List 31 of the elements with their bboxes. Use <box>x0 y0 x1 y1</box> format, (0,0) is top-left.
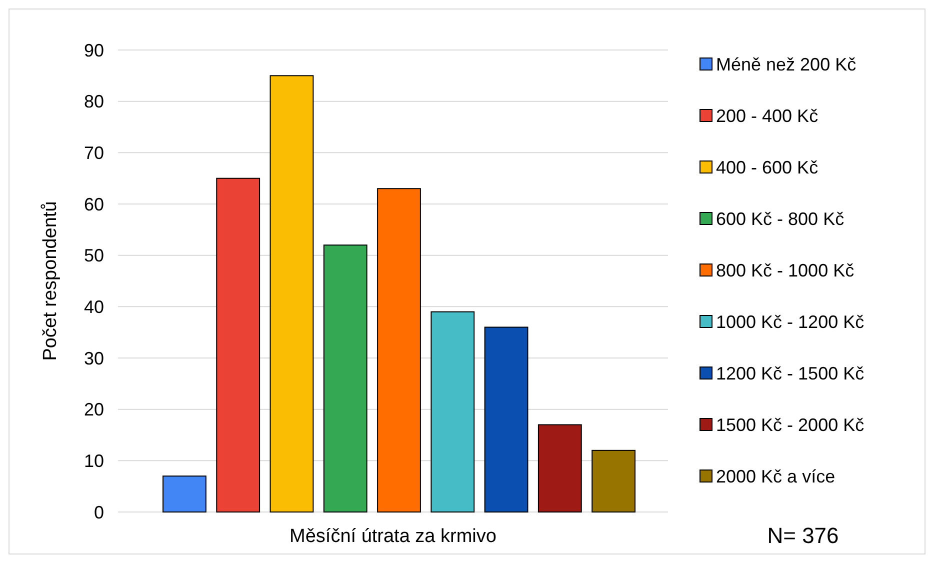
y-axis-title: Počet respondentů <box>40 201 61 361</box>
text: N= 376 <box>767 523 839 548</box>
bar <box>484 326 528 512</box>
bar <box>538 424 582 512</box>
y-tick-label: 80 <box>84 92 104 112</box>
bar <box>323 244 368 512</box>
y-tick-label: 50 <box>84 246 104 266</box>
x-axis-title: Měsíční útrata za krmivo <box>290 526 496 547</box>
bar <box>162 476 206 512</box>
y-tick-label: 30 <box>84 348 104 368</box>
legend-label: Méně než 200 Kč <box>716 54 856 74</box>
legend-label: 600 Kč - 800 Kč <box>716 208 844 229</box>
bar <box>377 188 421 512</box>
y-tick-label: 90 <box>84 40 104 60</box>
y-tick-label: 10 <box>84 450 104 471</box>
legend-label: 1200 Kč - 1500 Kč <box>716 363 864 384</box>
y-tick-label: 0 <box>94 502 104 522</box>
y-tick-label: 60 <box>84 194 104 214</box>
bar <box>216 178 260 512</box>
y-tick-label: 40 <box>84 296 104 317</box>
y-tick-label: 20 <box>84 400 104 420</box>
bar <box>592 450 636 512</box>
bar <box>430 311 475 512</box>
legend-label: 1500 Kč - 2000 Kč <box>716 414 864 435</box>
y-tick-label: 70 <box>84 142 104 163</box>
legend-label: 2000 Kč a více <box>716 466 836 486</box>
legend-label: 1000 Kč - 1200 Kč <box>716 312 864 332</box>
legend-label: 200 - 400 Kč <box>716 106 818 126</box>
bar <box>270 75 314 512</box>
legend-label: 400 - 600 Kč <box>716 157 818 178</box>
legend-label: 800 Kč - 1000 Kč <box>716 260 854 280</box>
